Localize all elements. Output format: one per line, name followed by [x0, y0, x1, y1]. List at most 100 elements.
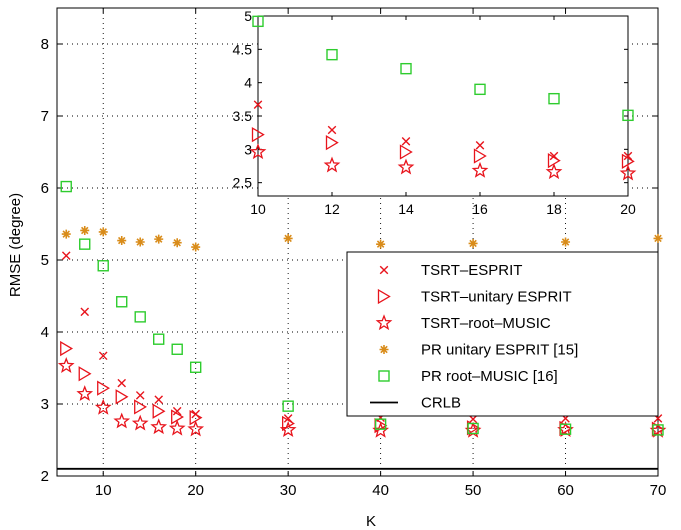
inset-y-tick-label: 4.5: [233, 41, 253, 57]
inset-x-tick-label: 14: [398, 201, 414, 217]
data-point-asterisk: [283, 233, 293, 243]
data-point-x: [117, 378, 127, 388]
inset-frame: [257, 15, 629, 197]
inset-data-point-square: [252, 15, 264, 28]
data-point-asterisk: [98, 227, 108, 237]
x-axis-label: K: [366, 513, 376, 530]
data-point-x: [172, 406, 182, 416]
inset-data-point-x: [623, 151, 633, 161]
inset-data-point-triangle-right: [325, 135, 339, 151]
data-point-star: [168, 419, 186, 436]
data-point-x: [154, 395, 164, 404]
data-point-star: [57, 357, 75, 373]
data-point-triangle-right: [134, 399, 147, 415]
inset-data-point-square: [622, 109, 634, 122]
legend-label: TSRT–unitary ESPRIT: [421, 289, 572, 306]
legend-marker-star: [375, 314, 393, 331]
inset-data-point-star: [397, 158, 415, 175]
inset-data-point-triangle-right: [251, 127, 265, 143]
data-point-asterisk: [135, 237, 145, 247]
y-tick-label: 8: [41, 36, 49, 53]
data-point-star: [150, 418, 168, 435]
data-point-square: [652, 424, 664, 436]
data-point-triangle-right: [152, 403, 166, 419]
data-point-asterisk: [653, 233, 663, 243]
data-point-square: [134, 311, 146, 323]
x-tick-label: 50: [465, 482, 482, 499]
data-point-star: [76, 385, 94, 402]
inset-data-point-star: [545, 163, 563, 180]
data-point-asterisk: [191, 242, 201, 252]
legend-item: TSRT–root–MUSIC: [375, 314, 551, 332]
data-point-square: [153, 333, 165, 345]
data-point-square: [79, 238, 91, 250]
y-tick-label: 2: [41, 468, 49, 485]
data-point-square: [60, 180, 72, 193]
inset-y-tick-label: 3.5: [233, 108, 253, 124]
legend-marker-asterisk: [379, 345, 389, 354]
x-tick-label: 30: [280, 482, 297, 499]
main-axis-ticks: 10 20 30 40 50 60 70 2 3 4 5 6 7 8: [41, 8, 666, 499]
data-point-star: [94, 398, 112, 415]
inset-data-point-square: [326, 48, 338, 61]
data-point-triangle-right: [78, 366, 92, 382]
data-point-x: [98, 351, 108, 361]
data-point-asterisk: [117, 236, 127, 246]
data-point-x: [135, 391, 145, 400]
data-point-triangle-right: [60, 340, 74, 357]
x-tick-label: 20: [187, 482, 204, 499]
data-point-star: [113, 412, 131, 429]
data-point-asterisk: [376, 239, 386, 249]
legend-label: TSRT–root–MUSIC: [421, 315, 551, 332]
data-point-square: [97, 260, 109, 272]
inset-x-tick-label: 20: [620, 201, 636, 217]
inset-y-tick-label: 5: [244, 8, 252, 24]
data-point-square: [171, 343, 183, 355]
legend-label: CRLB: [421, 395, 461, 412]
data-point-square: [559, 423, 572, 435]
data-point-asterisk: [561, 237, 571, 247]
inset-x-tick-label: 16: [472, 201, 488, 217]
inset-data-point-square: [474, 83, 486, 96]
inset-data-point-triangle-right: [399, 144, 413, 160]
data-point-square: [282, 400, 294, 412]
inset-data-point-x: [401, 137, 411, 146]
inset-data-point-x: [475, 141, 485, 150]
data-point-asterisk: [172, 238, 182, 248]
inset-data-point-star: [471, 161, 489, 178]
inset-data-point-x: [327, 125, 337, 135]
legend-item: TSRT–ESPRIT: [379, 262, 522, 279]
legend-marker-triangle-right: [377, 288, 391, 305]
inset-data-point-triangle-right: [473, 148, 487, 164]
legend-item: PR unitary ESPRIT [15]: [379, 342, 578, 359]
data-point-star: [131, 414, 149, 431]
inset-x-tick-label: 10: [250, 201, 266, 217]
legend-marker-x: [379, 265, 389, 275]
data-point-triangle-right: [282, 415, 295, 432]
data-point-star: [279, 421, 297, 438]
inset-y-tick-label: 3: [244, 141, 252, 157]
y-axis-label: RMSE (degree): [7, 193, 24, 297]
inset-data-point-star: [619, 164, 637, 181]
inset-data-point-star: [323, 156, 341, 173]
data-point-square: [189, 361, 202, 373]
y-tick-label: 5: [41, 252, 49, 269]
x-tick-label: 10: [95, 482, 112, 499]
inset-y-tick-label: 4: [244, 75, 252, 91]
inset-data-point-x: [253, 100, 263, 109]
y-tick-label: 4: [41, 324, 49, 341]
data-point-asterisk: [468, 238, 478, 248]
legend: TSRT–ESPRIT TSRT–unitary ESPRIT TSRT–root–…: [346, 251, 659, 417]
inset-zoom-plot: 10 12 14 16 18 20 2.5 3 3.5 4 4.5 5: [233, 8, 637, 217]
data-point-star: [187, 420, 205, 437]
legend-label: PR root–MUSIC [16]: [421, 368, 558, 385]
data-point-x: [80, 307, 90, 317]
inset-data-point-star: [249, 143, 267, 160]
legend-label: TSRT–ESPRIT: [421, 262, 522, 279]
main-data-marks: [57, 180, 667, 470]
y-tick-label: 7: [41, 108, 49, 125]
x-tick-label: 60: [557, 482, 574, 499]
data-point-square: [374, 418, 387, 430]
legend-box: [346, 251, 659, 417]
y-tick-label: 3: [41, 396, 49, 413]
